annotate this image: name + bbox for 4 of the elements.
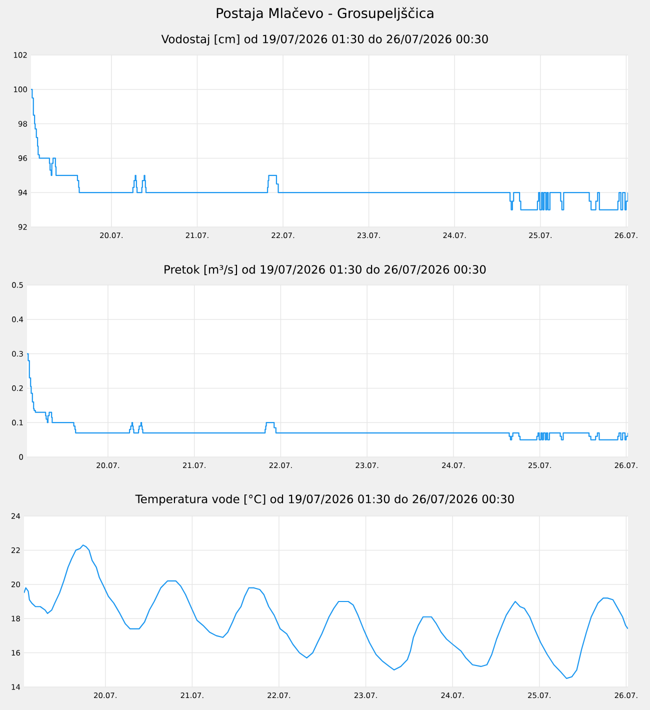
chart-title: Postaja Mlačevo - Grosupeljščica	[216, 7, 434, 21]
chart-subtitle: Vodostaj [cm] od 19/07/2026 01:30 do 26/07/2026 00:30	[161, 34, 488, 46]
chart-title: Temperatura vode [°C] od 19/07/2026 01:30 do 26/07/2026 00:30	[135, 494, 514, 506]
chart-title: Pretok [m³/s] od 19/07/2026 01:30 do 26/07/2026 00:30	[164, 264, 486, 276]
